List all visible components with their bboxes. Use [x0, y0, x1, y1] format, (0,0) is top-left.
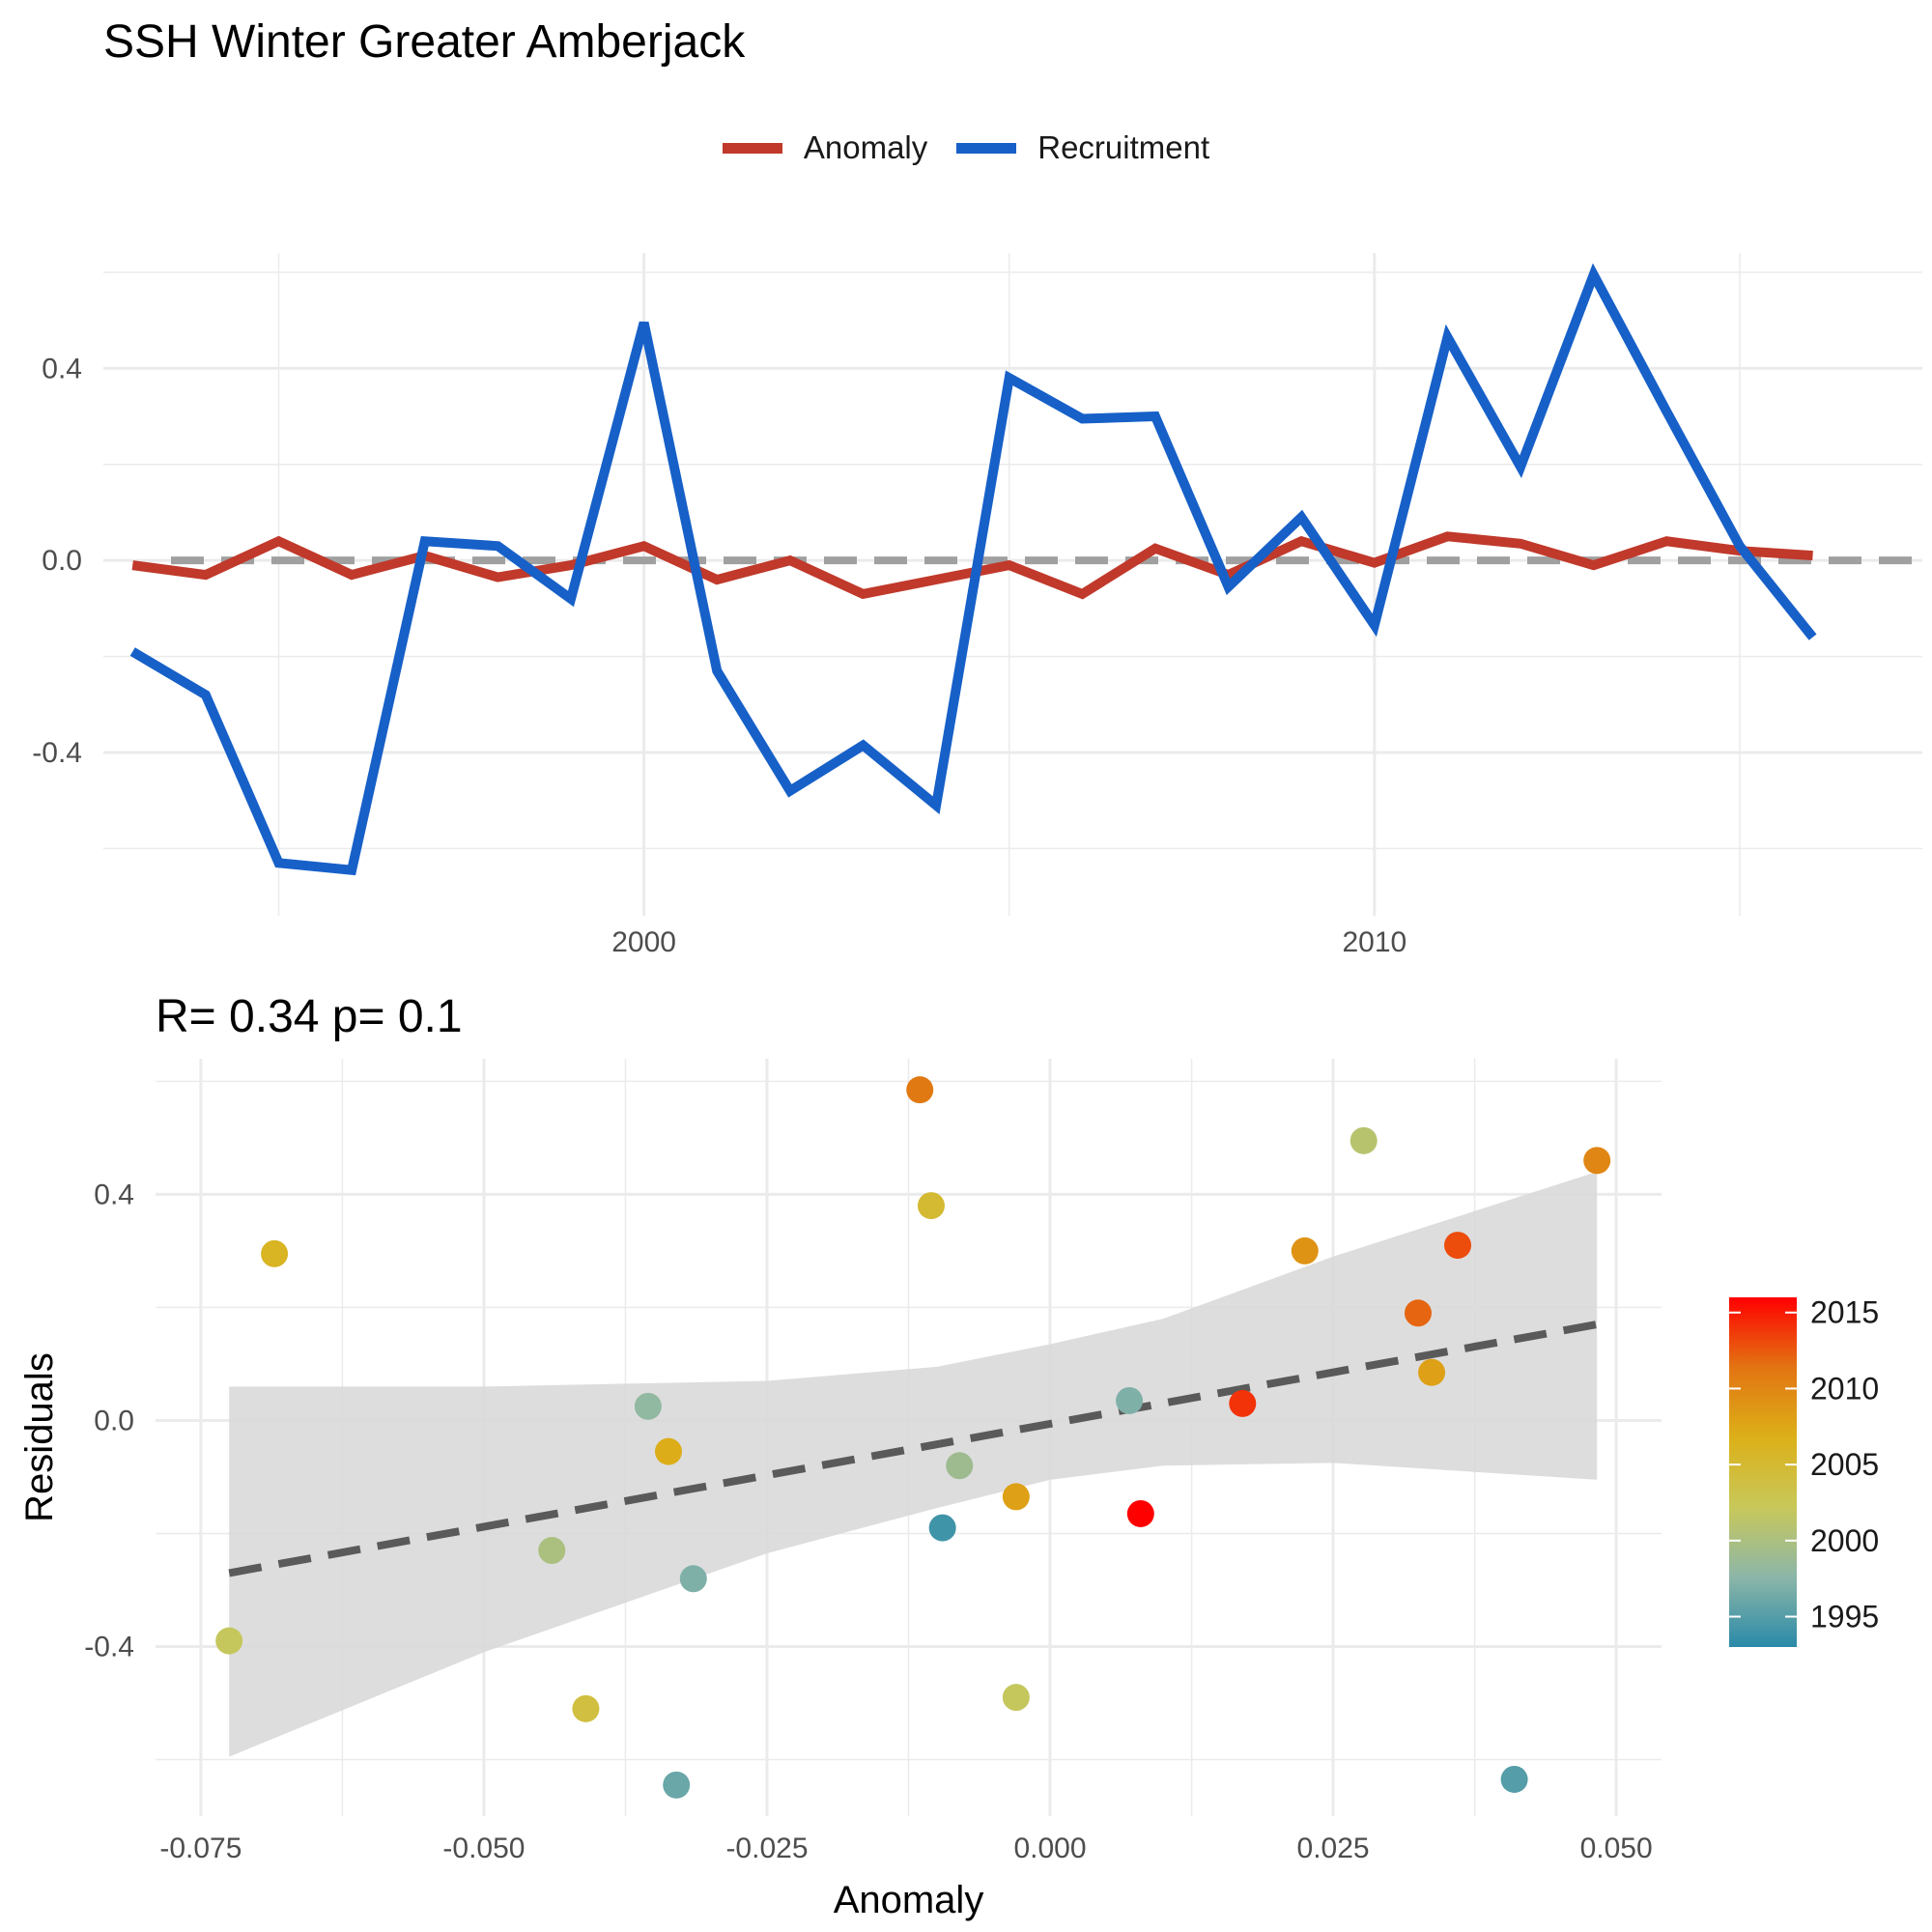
scatter-point [1291, 1236, 1319, 1264]
scatter-point [1229, 1389, 1257, 1417]
colorbar-tick-label: 2000 [1810, 1523, 1879, 1558]
scatter-point [1126, 1499, 1154, 1527]
scatter-point [634, 1392, 662, 1420]
y-axis-title: Residuals [18, 1352, 61, 1522]
x-tick-label: 0.025 [1297, 1833, 1370, 1864]
x-axis-title: Anomaly [834, 1879, 984, 1921]
colorbar-tick-label: 1995 [1810, 1600, 1879, 1634]
scatter-point [215, 1627, 243, 1655]
x-tick-label: -0.050 [442, 1833, 525, 1864]
legend-key-recruitment [956, 142, 1017, 154]
scatter-point [572, 1694, 600, 1722]
scatter-point [1500, 1765, 1528, 1793]
legend-item-recruitment: Recruitment [956, 129, 1209, 166]
scatter-point [654, 1437, 682, 1465]
scatter-point [663, 1771, 691, 1799]
scatter-point [917, 1192, 945, 1220]
timeseries-chart: -0.4 0.0 0.4 2000 2010 [32, 253, 1922, 958]
correlation-subtitle: R= 0.34 p= 0.1 [156, 991, 463, 1042]
series-line-recruitment [129, 263, 1817, 876]
legend: Anomaly Recruitment [0, 129, 1932, 166]
y-tick-label: -0.4 [84, 1631, 134, 1662]
chart-title: SSH Winter Greater Amberjack [103, 16, 746, 68]
scatter-point [1116, 1386, 1144, 1414]
y-tick-label: 0.0 [42, 545, 82, 577]
legend-label-anomaly: Anomaly [803, 129, 928, 165]
scatter-point [1404, 1299, 1432, 1327]
scatter-point [679, 1565, 707, 1593]
scatter-point [538, 1537, 566, 1565]
scatter-point [1418, 1358, 1446, 1386]
scatter-point [1350, 1126, 1378, 1154]
scatter-point [1583, 1147, 1611, 1175]
colorbar-tick-label: 2010 [1810, 1371, 1879, 1406]
scatter-point [906, 1076, 934, 1104]
x-tick-label: -0.075 [159, 1833, 242, 1864]
colorbar-tick-label: 2015 [1810, 1295, 1879, 1330]
y-tick-label: 0.0 [94, 1405, 134, 1436]
colorbar-tick-label: 2005 [1810, 1447, 1879, 1482]
colorbar [1729, 1297, 1797, 1647]
legend-item-anomaly: Anomaly [722, 129, 928, 166]
scatter-point [928, 1514, 956, 1542]
x-tick-label: 0.000 [1013, 1833, 1086, 1864]
x-tick-label: 2000 [611, 926, 676, 958]
x-tick-label: -0.025 [725, 1833, 808, 1864]
y-tick-label: 0.4 [94, 1179, 134, 1210]
x-tick-label: 0.050 [1580, 1833, 1653, 1864]
confidence-band [229, 1172, 1598, 1757]
scatter-point [1002, 1684, 1030, 1712]
legend-key-anomaly [722, 142, 782, 154]
scatter-point [1002, 1483, 1030, 1511]
regression-line [228, 1321, 1598, 1577]
scatter-point [261, 1239, 289, 1267]
scatter-point [1444, 1232, 1472, 1260]
y-tick-label: 0.4 [42, 353, 82, 384]
scatter-point [946, 1452, 974, 1480]
legend-label-recruitment: Recruitment [1037, 129, 1210, 165]
x-tick-label: 2010 [1342, 926, 1406, 958]
y-tick-label: -0.4 [32, 737, 82, 769]
